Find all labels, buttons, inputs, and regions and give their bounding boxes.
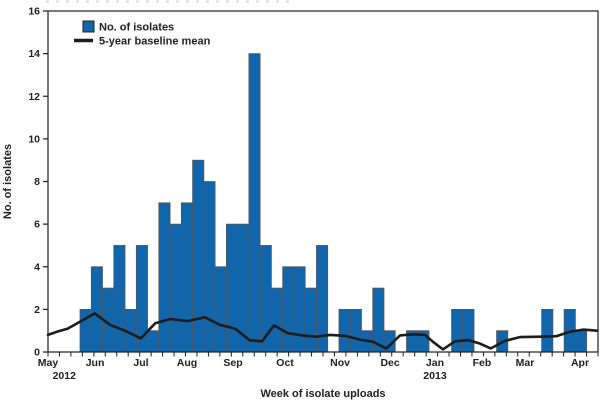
isolate-week-bar — [282, 266, 295, 353]
x-axis-title: Week of isolate uploads — [260, 388, 385, 400]
x-year-label: 2013 — [423, 370, 447, 382]
x-month-label: Jun — [86, 357, 105, 369]
isolate-week-bar — [203, 181, 216, 353]
y-tick-label: 10 — [28, 133, 40, 145]
isolate-week-bar — [338, 309, 351, 353]
isolate-week-bar — [158, 202, 171, 353]
legend-line-label: 5-year baseline mean — [99, 36, 211, 48]
isolate-week-bar — [575, 330, 588, 353]
y-tick-label: 6 — [34, 219, 40, 231]
isolate-week-bar — [271, 287, 284, 353]
x-month-label: Mar — [516, 357, 535, 369]
isolate-week-bar — [113, 245, 126, 353]
x-month-label: Jan — [426, 357, 444, 369]
x-month-label: Nov — [330, 357, 350, 369]
baseline-mean-line — [46, 312, 599, 351]
y-axis-title: No. of isolates — [2, 144, 14, 219]
x-month-label: Aug — [177, 357, 197, 369]
x-month-label: Sep — [223, 357, 242, 369]
isolate-week-bar — [90, 266, 103, 353]
y-tick-label: 8 — [34, 176, 40, 188]
isolate-week-bar — [349, 309, 362, 353]
legend-bar-label: No. of isolates — [99, 22, 174, 34]
legend-bar-swatch — [82, 20, 95, 33]
isolate-week-bar — [147, 330, 160, 353]
isolate-week-bar — [169, 223, 182, 353]
x-month-label: Apr — [571, 357, 589, 369]
isolate-week-bar — [462, 309, 475, 353]
x-month-label: Oct — [276, 357, 294, 369]
isolate-week-bar — [180, 202, 193, 353]
isolate-week-bar — [225, 223, 239, 353]
isolate-week-bar — [541, 309, 554, 353]
isolate-week-bar — [192, 159, 205, 353]
isolate-week-bar — [451, 309, 464, 353]
isolate-week-bar — [293, 266, 306, 353]
y-tick-label: 16 — [28, 6, 40, 18]
isolate-week-bar — [214, 266, 227, 353]
isolate-week-bar — [248, 53, 261, 353]
x-month-label: Feb — [473, 357, 492, 369]
x-month-label: Dec — [380, 357, 399, 369]
x-month-label: Jul — [133, 357, 148, 369]
y-tick-label: 12 — [28, 91, 40, 103]
x-month-label: May — [38, 357, 59, 369]
y-tick-label: 0 — [34, 347, 40, 359]
x-year-label: 2012 — [53, 370, 77, 382]
y-tick-label: 2 — [34, 304, 40, 316]
y-tick-label: 14 — [28, 48, 40, 60]
isolate-week-bar — [304, 287, 317, 353]
y-tick-label: 4 — [34, 261, 40, 273]
